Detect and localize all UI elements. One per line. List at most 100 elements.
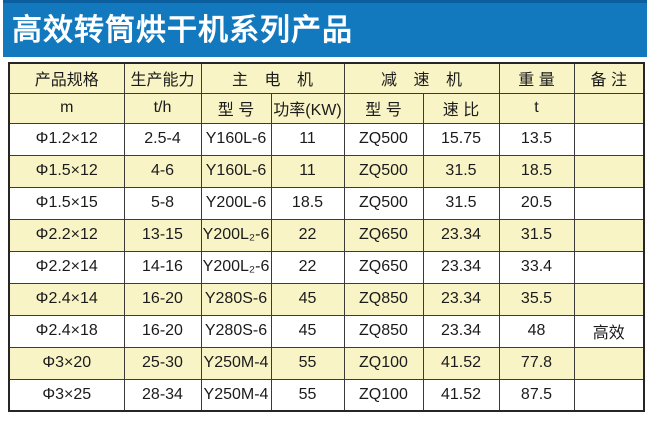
cell-speed-ratio: 31.5 [422,186,500,220]
header-group-row: 产品规格 生产能力 主 电 机 减 速 机 重 量 备 注 [8,62,645,94]
header-reducer: 减 速 机 [343,62,500,94]
cell-weight: 18.5 [498,154,575,188]
cell-remark [573,154,645,188]
table-row: Φ1.5×15 5-8 Y200L-6 18.5 ZQ500 31.5 20.5 [8,186,645,220]
cell-weight: 13.5 [498,122,575,156]
cell-weight: 35.5 [498,282,575,316]
header-remark: 备 注 [573,62,645,94]
cell-speed-ratio: 41.52 [422,378,500,412]
cell-weight: 31.5 [498,218,575,252]
cell-speed-ratio: 41.52 [422,346,500,380]
cell-motor-model: Y200L-6 [200,186,272,220]
unit-motor-power: 功率(KW) [270,92,345,124]
cell-remark [573,186,645,220]
cell-capacity: 2.5-4 [123,122,202,156]
cell-weight: 33.4 [498,250,575,284]
cell-motor-power: 45 [270,282,345,316]
cell-weight: 87.5 [498,378,575,412]
table-row: Φ2.4×14 16-20 Y280S-6 45 ZQ850 23.34 35.… [8,282,645,316]
cell-reducer-model: ZQ500 [343,186,424,220]
cell-capacity: 28-34 [123,378,202,412]
table-row: Φ2.2×12 13-15 Y200L₂-6 22 ZQ650 23.34 31… [8,218,645,252]
header-capacity: 生产能力 [123,62,202,94]
cell-remark [573,378,645,412]
cell-reducer-model: ZQ100 [343,378,424,412]
cell-remark [573,346,645,380]
table-row: Φ3×20 25-30 Y250M-4 55 ZQ100 41.52 77.8 [8,346,645,380]
cell-motor-model: Y160L-6 [200,122,272,156]
cell-spec: Φ3×20 [8,346,125,380]
table-row: Φ2.2×14 14-16 Y200L₂-6 22 ZQ650 23.34 33… [8,250,645,284]
cell-speed-ratio: 23.34 [422,314,500,348]
cell-motor-model: Y250M-4 [200,378,272,412]
unit-spec: m [8,92,125,124]
cell-reducer-model: ZQ500 [343,154,424,188]
table-row: Φ1.2×12 2.5-4 Y160L-6 11 ZQ500 15.75 13.… [8,122,645,156]
unit-speed-ratio: 速 比 [422,92,500,124]
cell-motor-model: Y280S-6 [200,282,272,316]
cell-capacity: 16-20 [123,282,202,316]
cell-spec: Φ2.2×14 [8,250,125,284]
unit-capacity: t/h [123,92,202,124]
cell-spec: Φ2.4×18 [8,314,125,348]
cell-motor-model: Y160L-6 [200,154,272,188]
header-weight: 重 量 [498,62,575,94]
cell-weight: 48 [498,314,575,348]
cell-motor-power: 22 [270,218,345,252]
cell-weight: 20.5 [498,186,575,220]
cell-speed-ratio: 31.5 [422,154,500,188]
cell-speed-ratio: 15.75 [422,122,500,156]
unit-remark [573,92,645,124]
cell-reducer-model: ZQ850 [343,314,424,348]
cell-spec: Φ1.5×12 [8,154,125,188]
cell-motor-power: 11 [270,154,345,188]
cell-motor-power: 18.5 [270,186,345,220]
cell-motor-power: 45 [270,314,345,348]
cell-spec: Φ2.2×12 [8,218,125,252]
cell-motor-model: Y200L₂-6 [200,218,272,252]
cell-motor-power: 55 [270,346,345,380]
title-banner: 高效转筒烘干机系列产品 [3,0,647,57]
table-row: Φ2.4×18 16-20 Y280S-6 45 ZQ850 23.34 48 … [8,314,645,348]
product-spec-table: 产品规格 生产能力 主 电 机 减 速 机 重 量 备 注 m t/h 型 号 … [8,62,645,412]
cell-speed-ratio: 23.34 [422,218,500,252]
header-product-spec: 产品规格 [8,62,125,94]
cell-motor-power: 22 [270,250,345,284]
cell-spec: Φ1.5×15 [8,186,125,220]
cell-remark [573,250,645,284]
cell-motor-model: Y200L₂-6 [200,250,272,284]
cell-capacity: 13-15 [123,218,202,252]
header-main-motor: 主 电 机 [200,62,345,94]
cell-reducer-model: ZQ850 [343,282,424,316]
cell-capacity: 5-8 [123,186,202,220]
cell-motor-power: 55 [270,378,345,412]
cell-capacity: 16-20 [123,314,202,348]
cell-motor-model: Y280S-6 [200,314,272,348]
cell-speed-ratio: 23.34 [422,282,500,316]
table-row: Φ1.5×12 4-6 Y160L-6 11 ZQ500 31.5 18.5 [8,154,645,188]
cell-speed-ratio: 23.34 [422,250,500,284]
cell-capacity: 14-16 [123,250,202,284]
cell-motor-model: Y250M-4 [200,346,272,380]
cell-remark [573,218,645,252]
cell-remark [573,122,645,156]
unit-reducer-model: 型 号 [343,92,424,124]
header-unit-row: m t/h 型 号 功率(KW) 型 号 速 比 t [8,92,645,124]
cell-reducer-model: ZQ650 [343,250,424,284]
cell-reducer-model: ZQ100 [343,346,424,380]
cell-spec: Φ2.4×14 [8,282,125,316]
cell-weight: 77.8 [498,346,575,380]
page-title: 高效转筒烘干机系列产品 [12,13,353,47]
cell-spec: Φ3×25 [8,378,125,412]
cell-motor-power: 11 [270,122,345,156]
cell-remark: 高效 [573,314,645,348]
cell-spec: Φ1.2×12 [8,122,125,156]
cell-remark [573,282,645,316]
cell-reducer-model: ZQ500 [343,122,424,156]
cell-capacity: 4-6 [123,154,202,188]
table-row: Φ3×25 28-34 Y250M-4 55 ZQ100 41.52 87.5 [8,378,645,412]
cell-reducer-model: ZQ650 [343,218,424,252]
unit-motor-model: 型 号 [200,92,272,124]
cell-capacity: 25-30 [123,346,202,380]
unit-weight: t [498,92,575,124]
